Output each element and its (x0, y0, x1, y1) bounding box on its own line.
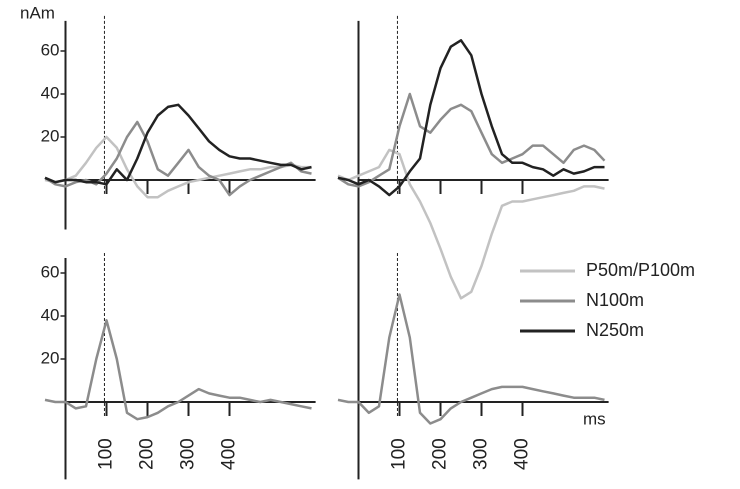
line-series (337, 39, 605, 197)
x-tick-label: 400 (219, 438, 240, 470)
x-tick-label: 100 (389, 438, 410, 470)
x-tick-label: 400 (512, 438, 533, 470)
y-tick-label: 40 (41, 305, 60, 324)
y-tick-label: 60 (41, 40, 60, 59)
line-series (44, 319, 312, 421)
legend-label: N250m (586, 320, 644, 340)
x-tick-label: 300 (178, 438, 199, 470)
line-series (337, 148, 605, 300)
y-tick-label: 20 (41, 348, 60, 367)
x-tick-label: 100 (96, 438, 117, 470)
line-series (44, 135, 312, 199)
legend-label: N100m (586, 290, 644, 310)
x-tick-label: 200 (137, 438, 158, 470)
y-axis-label: nAm (20, 3, 55, 22)
y-tick-label: 60 (41, 262, 60, 281)
line-series (337, 92, 606, 188)
y-tick-label: 20 (41, 126, 60, 145)
x-tick-label: 300 (471, 438, 492, 470)
x-axis-label: ms (583, 409, 606, 428)
line-series (44, 120, 312, 197)
line-series (44, 103, 312, 186)
y-tick-label: 40 (41, 83, 60, 102)
legend-label: P50m/P100m (586, 260, 695, 280)
x-tick-label: 200 (430, 438, 451, 470)
line-series (337, 293, 605, 425)
